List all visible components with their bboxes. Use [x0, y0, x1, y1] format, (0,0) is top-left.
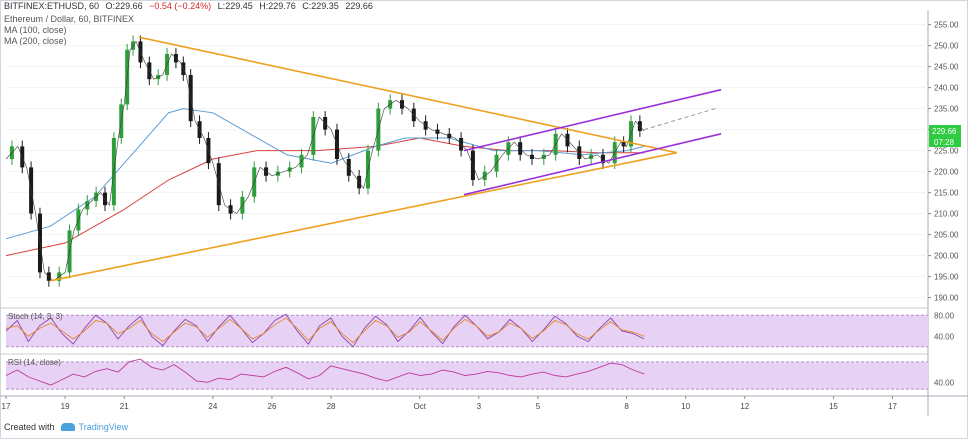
- triangle-lower-line: [50, 151, 677, 282]
- x-tick-label: 26: [268, 402, 277, 411]
- x-tick-label: 15: [829, 402, 838, 411]
- ma200-line: [5, 137, 645, 257]
- footer: Created with TradingView: [4, 422, 128, 432]
- o-value: 229.66: [115, 1, 143, 11]
- h-label: H:: [259, 1, 269, 11]
- y-tick-label: 255.00: [934, 21, 959, 30]
- countdown-label: 07:28: [934, 138, 955, 147]
- rsi-legend: RSI (14, close): [8, 358, 61, 367]
- tradingview-logo-icon: [60, 423, 75, 431]
- l-value: 229.45: [225, 1, 253, 11]
- symbol-label: BITFINEX:ETHUSD, 60: [4, 1, 100, 11]
- last-value: 229.66: [345, 1, 373, 11]
- y-tick-label: 195.00: [934, 273, 959, 282]
- c-value: 229.35: [311, 1, 339, 11]
- y-tick-label: 250.00: [934, 42, 959, 51]
- x-tick-label: 19: [61, 402, 70, 411]
- rsi-series-line: [5, 358, 645, 386]
- channel-projection-line: [644, 108, 716, 131]
- y-tick-label: 225.00: [934, 147, 959, 156]
- stoch-y-tick-label: 40.00: [934, 332, 955, 341]
- stoch-series-line: [5, 317, 645, 344]
- l-label: L:: [217, 1, 226, 11]
- h-value: 229.76: [268, 1, 296, 11]
- ma200-legend: MA (200, close): [4, 36, 67, 46]
- price-line: [5, 40, 645, 282]
- y-tick-label: 200.00: [934, 252, 959, 261]
- triangle-upper-line: [138, 36, 677, 154]
- countdown-tag: [929, 136, 961, 148]
- y-tick-label: 235.00: [934, 105, 959, 114]
- y-tick-label: 215.00: [934, 189, 959, 198]
- y-tick-label: 210.00: [934, 210, 959, 219]
- x-tick-label: 8: [624, 402, 629, 411]
- stoch-y-tick-label: 80.00: [934, 311, 955, 320]
- last-price-label: 229.66: [932, 127, 957, 136]
- x-tick-label: 17: [888, 402, 897, 411]
- x-tick-label: 12: [740, 402, 749, 411]
- change-value: −0.54 (−0.24%): [149, 1, 212, 11]
- x-tick-label: 10: [681, 402, 690, 411]
- x-tick-label: 28: [327, 402, 336, 411]
- x-tick-label: 24: [208, 402, 217, 411]
- y-tick-label: 245.00: [934, 63, 959, 72]
- x-tick-label: Oct: [413, 402, 426, 411]
- channel-upper-line: [463, 88, 722, 152]
- ma100-line: [5, 108, 645, 240]
- tradingview-brand[interactable]: TradingView: [78, 422, 129, 432]
- created-with-text: Created with: [4, 422, 55, 432]
- last-price-tag: [929, 125, 961, 137]
- x-tick-label: 3: [477, 402, 482, 411]
- x-tick-label: 5: [536, 402, 541, 411]
- x-tick-label: 21: [120, 402, 129, 411]
- stoch-series-line: [5, 313, 645, 348]
- y-tick-label: 220.00: [934, 168, 959, 177]
- ma100-legend: MA (100, close): [4, 25, 67, 35]
- y-tick-label: 205.00: [934, 231, 959, 240]
- c-label: C:: [302, 1, 312, 11]
- x-tick-label: 17: [2, 402, 11, 411]
- stoch-legend: Stoch (14, 3, 3): [8, 312, 63, 321]
- y-tick-label: 190.00: [934, 294, 959, 303]
- rsi-y-tick-label: 40.00: [934, 378, 955, 387]
- ohlc-header: BITFINEX:ETHUSD, 60 O:229.66 −0.54 (−0.2…: [4, 1, 373, 11]
- channel-lower-line: [463, 133, 722, 196]
- y-tick-label: 240.00: [934, 84, 959, 93]
- series-name: Ethereum / Dollar, 60, BITFINEX: [4, 14, 135, 24]
- o-label: O:: [105, 1, 116, 11]
